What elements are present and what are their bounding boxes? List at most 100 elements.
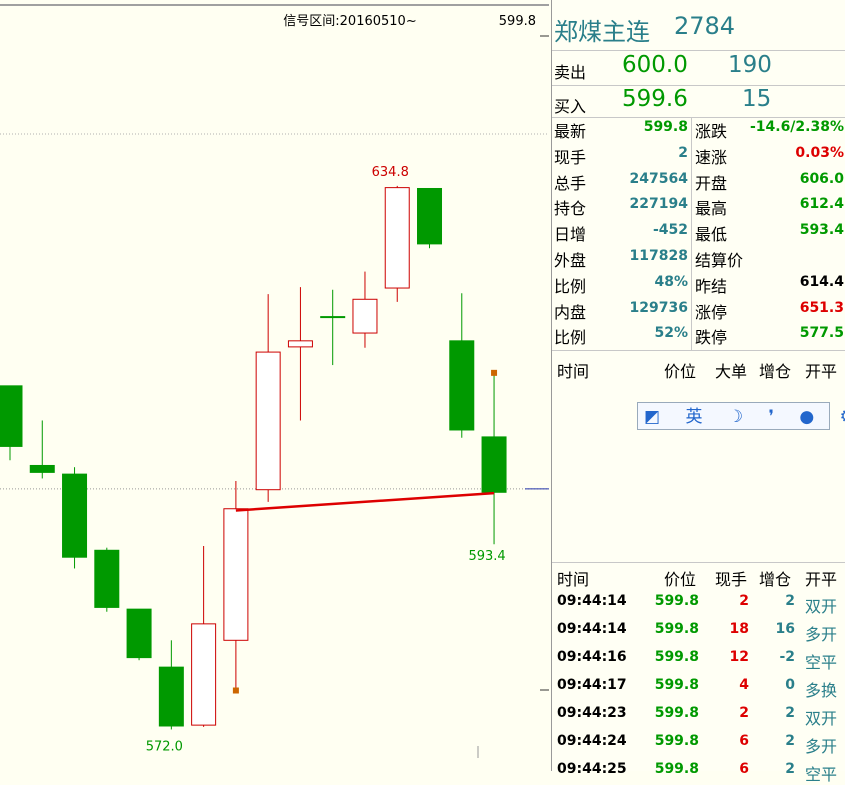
tick-cell: 09:44:24 [557, 733, 627, 749]
tick-cell: 空平 [805, 765, 838, 784]
ask-label: 卖出 [554, 63, 587, 82]
field-label: 涨跌 [695, 122, 728, 141]
column-header: 开平 [805, 570, 838, 589]
tick-cell: 599.8 [654, 649, 699, 665]
tick-cell: 09:44:25 [557, 761, 627, 777]
field-label: 结算价 [695, 251, 744, 270]
column-header: 开平 [805, 362, 838, 381]
tick-cell: 双开 [805, 709, 838, 728]
field-label: 现手 [554, 147, 587, 167]
field-label: 昨结 [695, 276, 728, 296]
column-header: 现手 [715, 570, 748, 589]
ask-price: 600.0 [622, 52, 688, 78]
signal-marker [232, 687, 239, 694]
field-label: 比例 [554, 328, 587, 348]
tick-cell: 6 [739, 733, 749, 749]
field-value: -14.6/2.38% [749, 119, 844, 135]
tick-cell: 2 [785, 733, 795, 749]
field-value: 247564 [629, 170, 688, 187]
candle-body [352, 298, 378, 334]
candle-body [320, 316, 346, 319]
column-header: 时间 [557, 362, 590, 381]
field-label: 开盘 [695, 173, 728, 193]
price-annotation: 634.8 [372, 165, 409, 180]
candle-body [0, 385, 23, 447]
tick-cell: 空平 [805, 653, 838, 672]
divider [691, 118, 692, 350]
signal-marker [491, 369, 498, 376]
tick-cell: 09:44:16 [557, 649, 627, 665]
field-value: 614.4 [799, 273, 844, 290]
tick-cell: 6 [739, 761, 749, 777]
candle-body [449, 340, 475, 431]
tick-cell: 599.8 [654, 733, 699, 749]
field-label: 内盘 [554, 302, 587, 322]
ime-toolbar[interactable]: ◩ 英 ☽ ❜ ● ⚙ [637, 402, 845, 430]
candle-body [384, 187, 410, 289]
candle-body [158, 666, 184, 727]
tick-cell: 599.8 [654, 593, 699, 609]
candle-body [481, 436, 507, 493]
contract-code: 2784 [674, 12, 736, 40]
bid-label: 买入 [554, 97, 587, 116]
field-label: 持仓 [554, 199, 587, 219]
tick-cell: 09:44:14 [557, 621, 627, 637]
column-header: 增仓 [759, 570, 792, 589]
tick-cell: 2 [785, 761, 795, 777]
field-label: 涨停 [695, 302, 728, 322]
candle-body [417, 187, 443, 245]
candle-body [29, 464, 55, 473]
column-header: 大单 [715, 362, 748, 381]
tick-cell: 09:44:14 [557, 593, 627, 609]
bid-price: 599.6 [622, 86, 688, 112]
field-value: 593.4 [799, 222, 844, 239]
candle-body [191, 623, 217, 726]
tick-cell: 多开 [805, 625, 838, 644]
field-label: 最高 [695, 199, 728, 219]
divider [552, 50, 845, 51]
tick-cell: 多换 [805, 681, 838, 700]
divider [552, 562, 845, 563]
tick-cell: 18 [729, 621, 749, 637]
field-value: 117828 [629, 248, 688, 264]
field-label: 日增 [554, 225, 587, 245]
column-header: 增仓 [759, 362, 792, 381]
field-value: 599.8 [643, 119, 688, 135]
field-label: 最新 [554, 122, 587, 141]
candle-body [223, 508, 249, 641]
tick-cell: -2 [779, 649, 795, 665]
tick-cell: 2 [739, 593, 749, 609]
field-value: 0.03% [795, 144, 844, 161]
tick-cell: 16 [775, 621, 795, 637]
candle-body [62, 473, 88, 558]
tick-cell: 2 [785, 705, 795, 721]
tick-cell: 599.8 [654, 677, 699, 693]
trend-line [235, 491, 495, 512]
ask-volume: 190 [728, 52, 772, 78]
tick-cell: 599.8 [654, 705, 699, 721]
candle-body [94, 549, 120, 608]
candle-body [126, 608, 152, 659]
field-value: 129736 [629, 299, 688, 316]
price-annotation: 572.0 [146, 739, 183, 754]
divider [552, 350, 845, 351]
tick-cell: 2 [785, 593, 795, 609]
divider [552, 85, 845, 86]
column-header: 价位 [664, 570, 697, 589]
field-value: 606.0 [799, 170, 844, 187]
column-header: 时间 [557, 570, 590, 589]
field-label: 总手 [554, 173, 587, 193]
field-value: 227194 [629, 196, 688, 213]
field-value: 2 [678, 144, 688, 161]
tick-cell: 09:44:23 [557, 705, 627, 721]
candle-body [255, 351, 281, 491]
contract-name: 郑煤主连 [554, 18, 650, 46]
field-value: -452 [652, 222, 688, 239]
field-value: 577.5 [799, 325, 844, 342]
tick-cell: 多开 [805, 737, 838, 756]
tick-cell: 双开 [805, 597, 838, 616]
field-value: 48% [654, 273, 688, 290]
tick-cell: 599.8 [654, 761, 699, 777]
field-label: 最低 [695, 225, 728, 245]
